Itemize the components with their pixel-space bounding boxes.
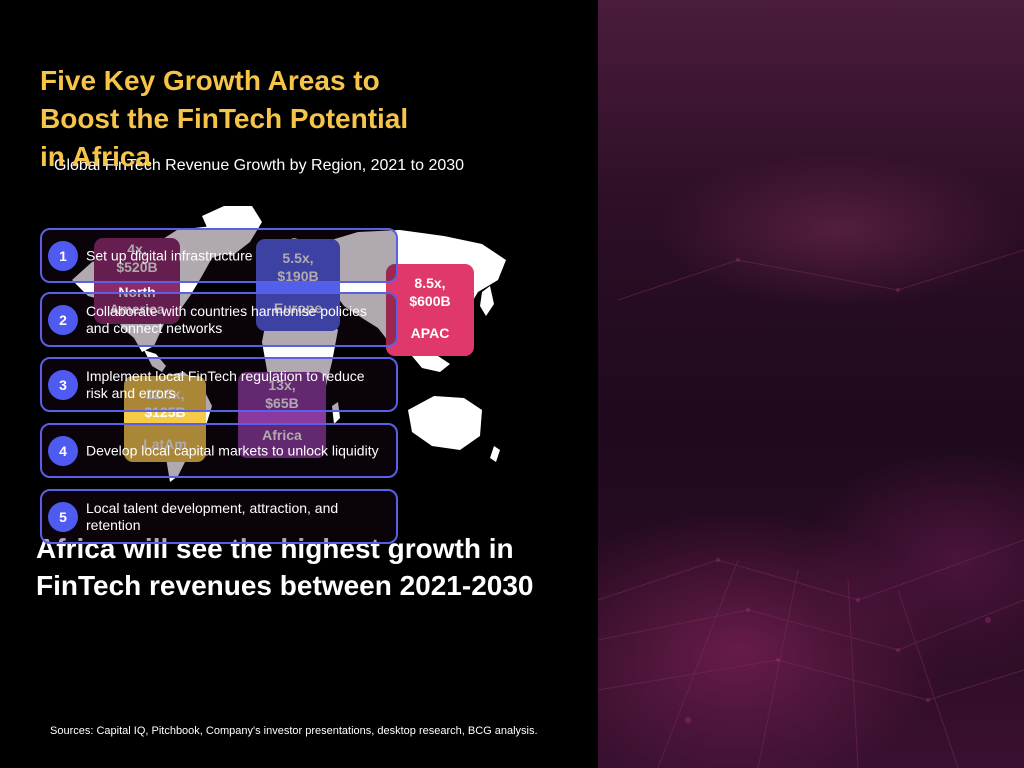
region-card-europe: 5.5x, $190B Europe: [256, 239, 340, 331]
region-revenue: $520B: [116, 259, 158, 275]
region-growth: 5.5x,: [282, 250, 314, 266]
region-growth: 13x,: [268, 377, 296, 393]
region-name: APAC: [410, 325, 450, 341]
item-text: Set up digital infrastructure: [86, 247, 253, 263]
region-revenue: $125B: [144, 404, 186, 420]
region-revenue: $600B: [409, 293, 451, 309]
growth-area-item: 5 Local talent development, attraction, …: [40, 489, 398, 544]
region-name: Africa: [262, 427, 302, 443]
region-card-africa: 13x, $65B Africa: [238, 372, 326, 458]
growth-area-item: 3 Implement local FinTech regulation to …: [40, 357, 398, 412]
region-growth: 8.5x,: [414, 275, 446, 291]
region-name: Europe: [273, 300, 323, 316]
circuit-background: [598, 249, 1024, 768]
item-number-badge: 3: [48, 369, 78, 400]
region-card-apac: 8.5x, $600B APAC: [386, 264, 474, 356]
region-growth: 12.5x,: [145, 386, 185, 402]
region-growth: 4x,: [127, 241, 147, 257]
region-card-latam: 12.5x, $125B LatAm: [124, 376, 206, 462]
growth-area-item: 1 Set up digital infrastructure: [40, 228, 398, 283]
item-number-badge: 1: [48, 240, 78, 271]
sources-note: Sources: Capital IQ, Pitchbook, Company'…: [50, 725, 538, 737]
item-text: Develop local capital markets to unlock …: [86, 442, 379, 458]
map-title: Global FinTech Revenue Growth by Region,…: [54, 157, 465, 174]
item-text: Local talent development, attraction, an…: [86, 499, 339, 533]
headline: Africa will see the highest growth in Fi…: [36, 533, 534, 601]
region-revenue: $190B: [277, 268, 319, 284]
growth-area-item: 4 Develop local capital markets to unloc…: [40, 423, 398, 478]
growth-areas-title: Five Key Growth Areas to Boost the FinTe…: [40, 65, 409, 172]
item-number-badge: 4: [48, 435, 78, 466]
right-panel: [598, 0, 1024, 768]
item-text: Collaborate with countries harmonise pol…: [86, 302, 367, 336]
region-name: LatAm: [143, 436, 187, 452]
region-name: North America: [109, 284, 165, 317]
item-number-badge: 2: [48, 304, 78, 335]
item-text: Implement local FinTech regulation to re…: [86, 367, 365, 401]
item-number-badge: 5: [48, 501, 78, 532]
growth-area-item: 2 Collaborate with countries harmonise p…: [40, 292, 398, 347]
region-revenue: $65B: [265, 395, 299, 411]
